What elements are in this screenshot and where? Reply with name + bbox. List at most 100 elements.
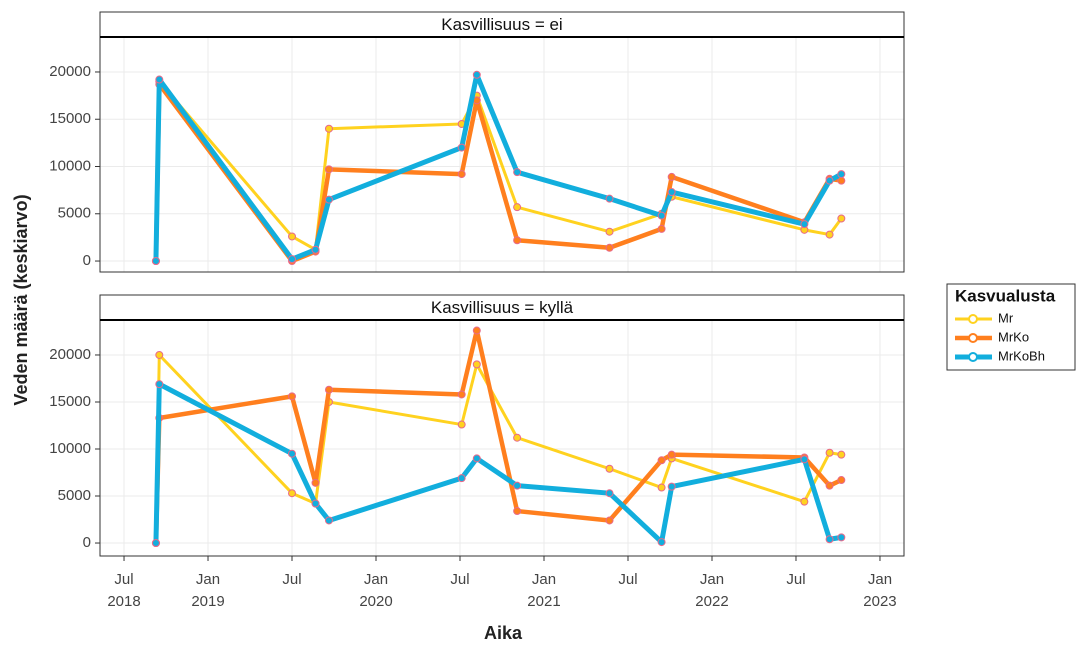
data-point	[800, 220, 809, 229]
data-point	[605, 227, 614, 236]
series-line	[153, 381, 842, 545]
data-point	[825, 535, 834, 544]
y-tick-label: 0	[83, 252, 91, 269]
data-point	[513, 481, 522, 490]
data-point	[324, 516, 333, 525]
data-point	[837, 533, 846, 542]
data-point	[657, 538, 666, 547]
x-axis-label: Aika	[484, 623, 523, 643]
x-tick-label: Jan 2023	[863, 571, 896, 610]
data-point	[472, 360, 481, 369]
data-point	[288, 232, 297, 241]
series-line	[153, 72, 843, 262]
data-point	[513, 433, 522, 442]
x-tick-label: Jul	[786, 571, 805, 588]
y-axis-label: Veden määrä (keskiarvo)	[11, 194, 31, 405]
data-point	[311, 245, 320, 254]
data-point	[667, 172, 676, 181]
data-point	[667, 188, 676, 197]
y-tick-label: 20000	[49, 63, 91, 80]
data-point	[457, 420, 466, 429]
data-point	[657, 224, 666, 233]
data-point	[513, 507, 522, 516]
facet-title: Kasvillisuus = ei	[441, 15, 562, 34]
data-point	[472, 326, 481, 335]
y-tick-label: 10000	[49, 157, 91, 174]
data-point	[825, 230, 834, 239]
data-point	[457, 170, 466, 179]
y-tick-label: 20000	[49, 346, 91, 363]
data-point	[800, 455, 809, 464]
x-tick-label: Jul 2018	[107, 571, 140, 610]
data-point	[151, 257, 160, 266]
data-point	[605, 243, 614, 252]
data-point	[605, 464, 614, 473]
data-point	[155, 380, 164, 389]
y-tick-label: 10000	[49, 440, 91, 457]
legend-label: Mr	[998, 310, 1014, 325]
data-point	[155, 350, 164, 359]
data-point	[605, 194, 614, 203]
data-point	[513, 168, 522, 177]
data-point	[472, 70, 481, 79]
data-point	[288, 489, 297, 498]
data-point	[513, 236, 522, 245]
data-point	[311, 478, 320, 487]
data-point	[800, 497, 809, 506]
panel-background	[100, 37, 904, 272]
data-point	[657, 456, 666, 465]
legend-label: MrKoBh	[998, 348, 1045, 363]
y-tick-label: 0	[83, 534, 91, 551]
data-point	[837, 476, 846, 485]
data-point	[151, 539, 160, 548]
x-tick-label: Jul	[618, 571, 637, 588]
data-point	[667, 482, 676, 491]
data-point	[457, 474, 466, 483]
data-point	[288, 255, 297, 264]
series-line	[154, 353, 842, 544]
data-point	[324, 124, 333, 133]
data-point	[837, 170, 846, 179]
x-tick-label: Jul	[282, 571, 301, 588]
data-point	[667, 450, 676, 459]
facet-title: Kasvillisuus = kyllä	[431, 298, 574, 317]
data-point	[657, 211, 666, 220]
x-tick-label: Jul	[450, 571, 469, 588]
data-point	[825, 176, 834, 185]
data-point	[457, 143, 466, 152]
data-point	[513, 203, 522, 212]
legend-marker	[968, 333, 978, 343]
legend-title: Kasvualusta	[955, 286, 1056, 305]
series-line	[153, 328, 843, 544]
y-tick-label: 15000	[49, 110, 91, 127]
x-tick-label: Jan 2022	[695, 571, 728, 610]
y-tick-label: 5000	[58, 205, 91, 222]
series-line	[154, 79, 843, 262]
data-point	[324, 195, 333, 204]
facet-strip	[99, 11, 905, 38]
legend-marker	[968, 352, 978, 362]
data-point	[288, 392, 297, 401]
x-tick-label: Jan 2021	[527, 571, 560, 610]
legend-marker	[968, 314, 978, 324]
data-point	[324, 385, 333, 394]
data-point	[837, 214, 846, 223]
data-point	[472, 454, 481, 463]
data-point	[657, 483, 666, 492]
data-point	[311, 499, 320, 508]
data-point	[837, 450, 846, 459]
x-tick-label: Jan 2019	[191, 571, 224, 610]
legend-label: MrKo	[998, 329, 1029, 344]
data-point	[605, 489, 614, 498]
x-tick-label: Jan 2020	[359, 571, 392, 610]
data-point	[605, 516, 614, 525]
data-point	[155, 75, 164, 84]
data-point	[288, 449, 297, 458]
data-point	[825, 448, 834, 457]
data-point	[457, 390, 466, 399]
y-tick-label: 5000	[58, 487, 91, 504]
data-point	[324, 165, 333, 174]
data-point	[825, 481, 834, 490]
y-tick-label: 15000	[49, 393, 91, 410]
